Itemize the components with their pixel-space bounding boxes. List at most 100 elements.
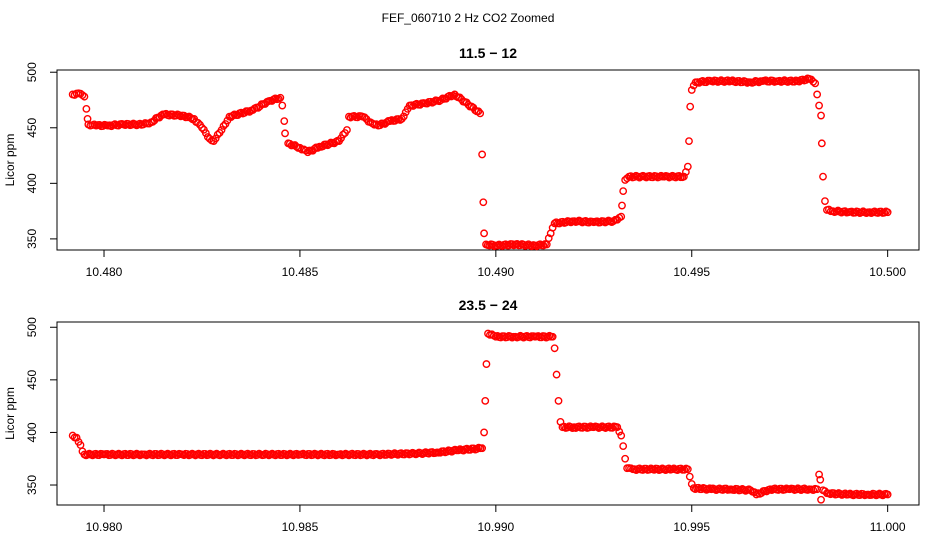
data-point: [194, 119, 202, 127]
y-axis-label: Licor ppm: [3, 134, 17, 187]
data-point: [619, 187, 628, 196]
data-point: [228, 111, 237, 120]
data-point: [217, 126, 226, 134]
data-point: [276, 93, 285, 102]
data-point: [473, 445, 481, 453]
y-tick-label: 350: [25, 475, 39, 495]
data-point: [817, 139, 826, 148]
data-point: [680, 465, 689, 474]
data-point: [686, 102, 695, 111]
x-tick-label: 10.485: [282, 265, 319, 279]
data-point: [480, 428, 488, 437]
data-point: [752, 490, 761, 499]
data-point: [811, 79, 820, 88]
data-point: [817, 111, 825, 120]
data-point: [687, 480, 696, 488]
data-point: [325, 140, 334, 148]
data-series: [68, 329, 892, 504]
y-axis-label: Licor ppm: [3, 387, 17, 440]
data-point: [819, 172, 827, 181]
data-point: [883, 208, 892, 217]
data-point: [813, 90, 822, 99]
data-point: [198, 123, 206, 132]
data-point: [72, 433, 81, 442]
data-point: [680, 172, 688, 181]
data-point: [213, 130, 222, 139]
data-point: [437, 96, 445, 104]
data-point: [476, 109, 485, 118]
x-tick-label: 10.985: [282, 520, 319, 534]
data-point: [883, 490, 892, 499]
y-tick-label: 400: [25, 422, 39, 442]
plot-frame: [56, 321, 920, 506]
data-point: [802, 76, 810, 84]
x-tick-label: 10.480: [86, 265, 123, 279]
panel-title: 11.5 − 12: [459, 45, 517, 61]
data-point: [175, 111, 184, 120]
data-point: [608, 423, 617, 432]
y-tick-label: 450: [25, 117, 39, 137]
data-point: [539, 241, 548, 250]
data-point: [481, 396, 490, 405]
data-point: [618, 201, 626, 210]
x-tick-label: 10.490: [477, 265, 514, 279]
x-tick-label: 10.980: [86, 520, 123, 534]
data-point: [685, 137, 693, 146]
data-point: [78, 91, 87, 100]
y-tick-label: 500: [25, 317, 39, 337]
data-point: [280, 117, 289, 126]
data-point: [544, 234, 553, 243]
data-point: [617, 212, 626, 221]
data-point: [548, 223, 557, 232]
x-tick-label: 10.990: [477, 520, 514, 534]
data-point: [201, 129, 210, 138]
data-point: [136, 119, 144, 128]
data-point: [399, 112, 408, 121]
data-point: [817, 495, 825, 504]
data-point: [343, 126, 351, 134]
data-point: [746, 486, 755, 495]
data-point: [815, 470, 823, 479]
data-point: [685, 472, 694, 481]
data-point: [683, 162, 692, 171]
data-point: [621, 454, 630, 463]
data-point: [313, 144, 322, 152]
data-point: [278, 101, 287, 110]
y-tick-label: 500: [25, 62, 39, 82]
data-point: [474, 107, 483, 116]
data-point: [550, 344, 559, 353]
data-point: [68, 431, 77, 440]
data-point: [815, 101, 823, 110]
data-point: [687, 86, 696, 94]
figure-title: FEF_060710 2 Hz CO2 Zoomed: [382, 11, 555, 25]
data-point: [821, 197, 829, 206]
panel-title: 23.5 − 24: [459, 297, 518, 313]
data-point: [615, 427, 624, 436]
data-point: [360, 113, 369, 122]
y-tick-label: 350: [25, 229, 39, 249]
data-point: [617, 431, 626, 440]
y-tick-label: 400: [25, 173, 39, 193]
data-point: [449, 91, 457, 100]
data-point: [479, 198, 488, 207]
data-point: [339, 130, 347, 139]
data-point: [482, 360, 491, 368]
data-point: [554, 396, 563, 405]
data-point: [478, 444, 487, 453]
x-tick-label: 11.000: [870, 520, 906, 534]
data-point: [478, 150, 487, 159]
data-point: [683, 465, 692, 474]
plot-frame: [56, 69, 920, 251]
x-tick-label: 10.995: [673, 520, 710, 534]
data-point: [281, 129, 289, 138]
data-point: [552, 370, 561, 379]
data-point: [619, 442, 628, 451]
x-tick-label: 10.500: [869, 265, 906, 279]
data-point: [211, 134, 220, 143]
data-point: [353, 113, 362, 122]
data-point: [613, 423, 622, 432]
data-point: [430, 97, 438, 106]
data-point: [219, 122, 228, 130]
